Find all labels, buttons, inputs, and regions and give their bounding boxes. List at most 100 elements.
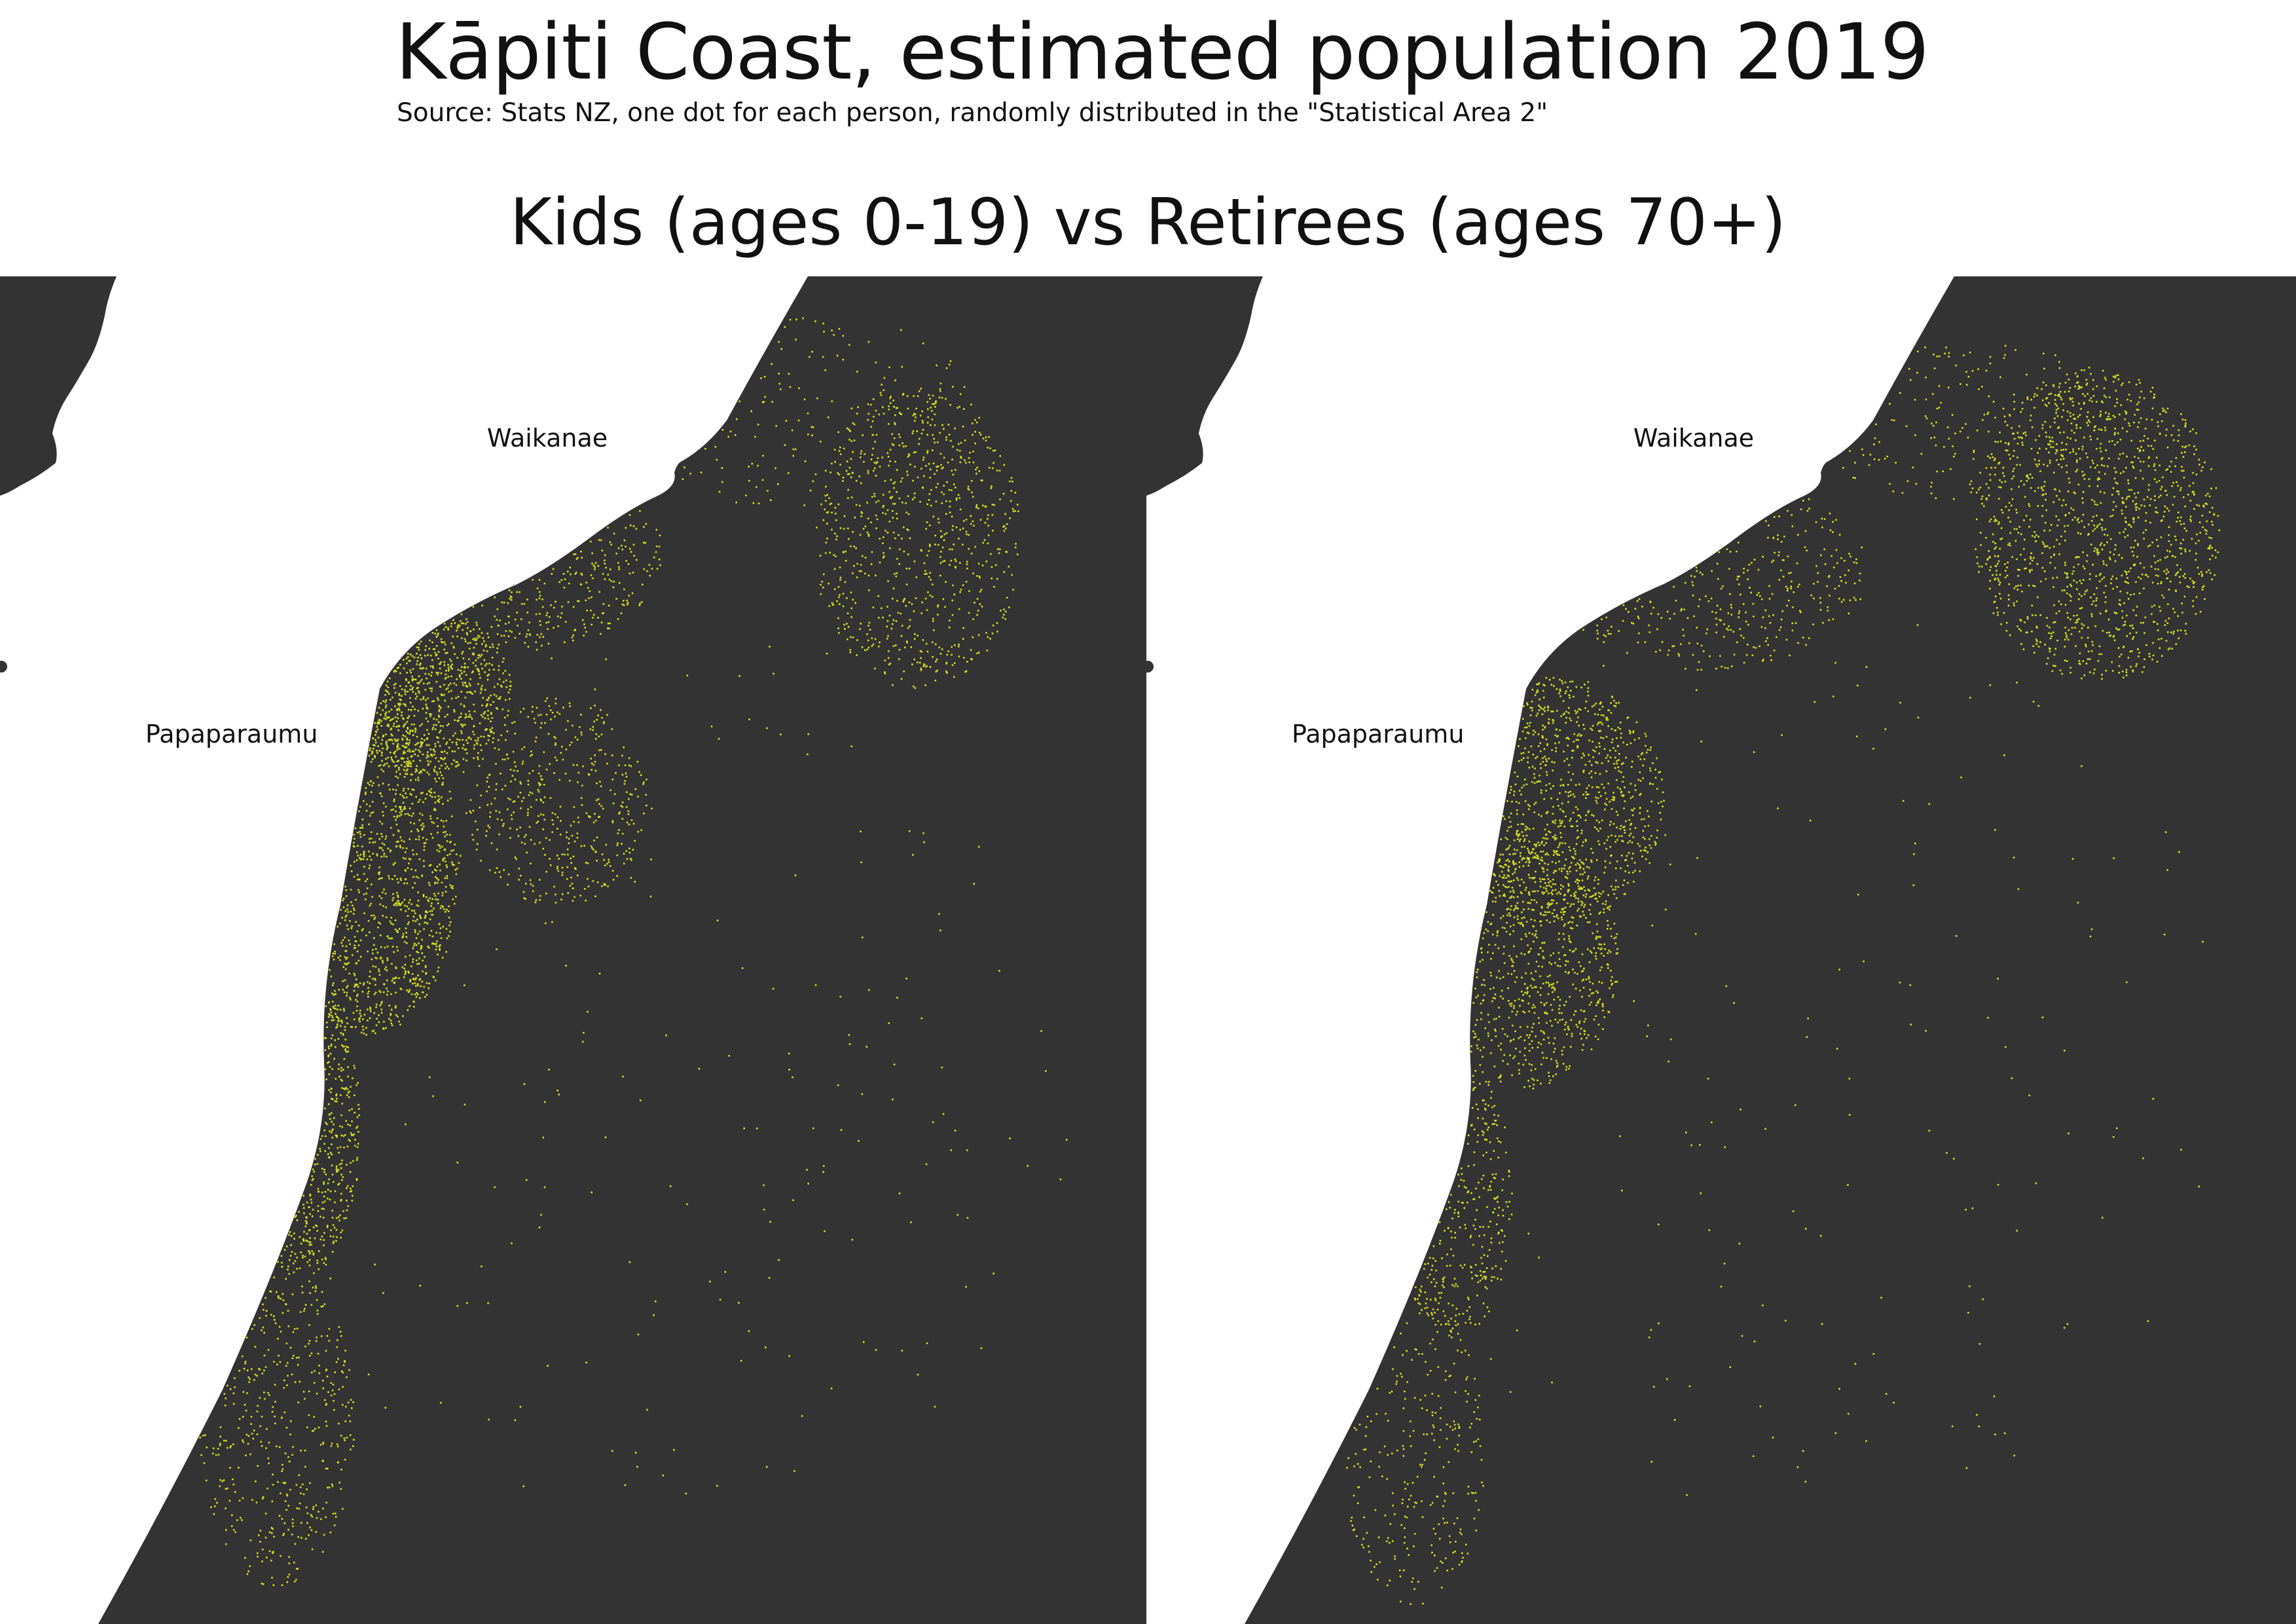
population-dot [454, 869, 457, 871]
population-dot [521, 800, 523, 802]
population-dot [1518, 840, 1521, 842]
population-dot [912, 430, 915, 432]
population-dot [507, 808, 509, 811]
population-dot [412, 887, 414, 889]
population-dot [831, 528, 833, 531]
population-dot [1491, 891, 1494, 894]
population-dot [551, 921, 553, 923]
population-dot [1027, 1165, 1029, 1167]
population-dot [321, 1191, 323, 1194]
population-dot [1567, 745, 1569, 747]
population-dot [332, 1242, 335, 1244]
population-dot [1546, 838, 1548, 840]
population-dot [1556, 735, 1558, 738]
population-dot [1587, 710, 1589, 712]
population-dot [947, 424, 950, 426]
population-dot [448, 739, 451, 741]
population-dot [421, 875, 424, 877]
population-dot [385, 711, 388, 714]
population-dot [523, 1083, 526, 1085]
population-dot [1525, 726, 1528, 728]
population-dot [410, 868, 412, 870]
population-dot [402, 1015, 404, 1017]
population-dot [428, 947, 430, 949]
population-dot [628, 595, 630, 597]
population-dot [270, 1559, 272, 1562]
population-dot [306, 1217, 308, 1219]
population-dot [417, 754, 419, 757]
population-dot [250, 1423, 252, 1425]
population-dot [574, 840, 576, 843]
population-dot [323, 1143, 325, 1145]
population-dot [867, 625, 869, 627]
population-dot [945, 436, 947, 438]
population-dot [1516, 830, 1518, 832]
population-dot [496, 867, 498, 869]
population-dot [431, 688, 433, 690]
population-dot [539, 727, 542, 729]
population-dot [296, 1507, 298, 1509]
population-dot [1591, 895, 1593, 898]
population-dot [490, 803, 492, 805]
population-dot [347, 911, 349, 913]
population-dot [405, 927, 407, 929]
population-dot [1518, 866, 1521, 868]
population-dot [454, 732, 456, 735]
population-dot [1560, 715, 1562, 717]
population-dot [866, 648, 868, 651]
population-dot [976, 652, 978, 655]
population-dot [1616, 779, 1618, 781]
population-dot [259, 1541, 261, 1543]
population-dot [534, 722, 536, 724]
population-dot [1525, 783, 1528, 786]
population-dot [341, 1126, 344, 1128]
population-dot [404, 813, 407, 815]
population-dot [913, 610, 915, 612]
population-dot [453, 710, 456, 713]
population-dot [979, 603, 981, 605]
population-dot [1601, 762, 1603, 764]
population-dot [903, 599, 905, 601]
population-dot [577, 817, 579, 819]
population-dot [1656, 757, 1658, 760]
population-dot [831, 462, 833, 465]
population-dot [470, 738, 472, 740]
population-dot [387, 724, 390, 726]
population-dot [979, 434, 982, 436]
population-dot [318, 1511, 319, 1513]
population-dot [431, 632, 434, 634]
population-dot [829, 471, 831, 473]
population-dot [1571, 756, 1573, 759]
population-dot [634, 881, 636, 883]
population-dot [538, 579, 541, 581]
population-dot [999, 455, 1002, 457]
population-dot [1594, 894, 1596, 896]
population-dot [327, 1016, 330, 1018]
population-dot [589, 590, 591, 593]
population-dot [852, 599, 854, 601]
population-dot [339, 1331, 342, 1333]
population-dot [862, 555, 864, 557]
population-dot [889, 449, 892, 451]
population-dot [507, 714, 509, 716]
population-dot [585, 899, 587, 902]
population-dot [456, 720, 459, 722]
population-dot [1633, 739, 1636, 741]
population-dot [398, 977, 400, 979]
population-dot [928, 463, 930, 465]
population-dot [268, 1550, 271, 1553]
population-dot [856, 654, 858, 656]
population-dot [538, 772, 540, 775]
population-dot [987, 514, 989, 516]
population-dot [373, 918, 375, 920]
population-dot [1609, 905, 1611, 908]
population-dot [417, 951, 419, 953]
retirees-dot-layer [1346, 344, 2221, 1605]
population-dot [814, 473, 817, 475]
population-dot [862, 936, 864, 938]
population-dot [935, 486, 938, 489]
population-dot [1552, 769, 1554, 771]
population-dot [943, 493, 945, 496]
population-dot [269, 1290, 271, 1293]
population-dot [1537, 745, 1540, 747]
